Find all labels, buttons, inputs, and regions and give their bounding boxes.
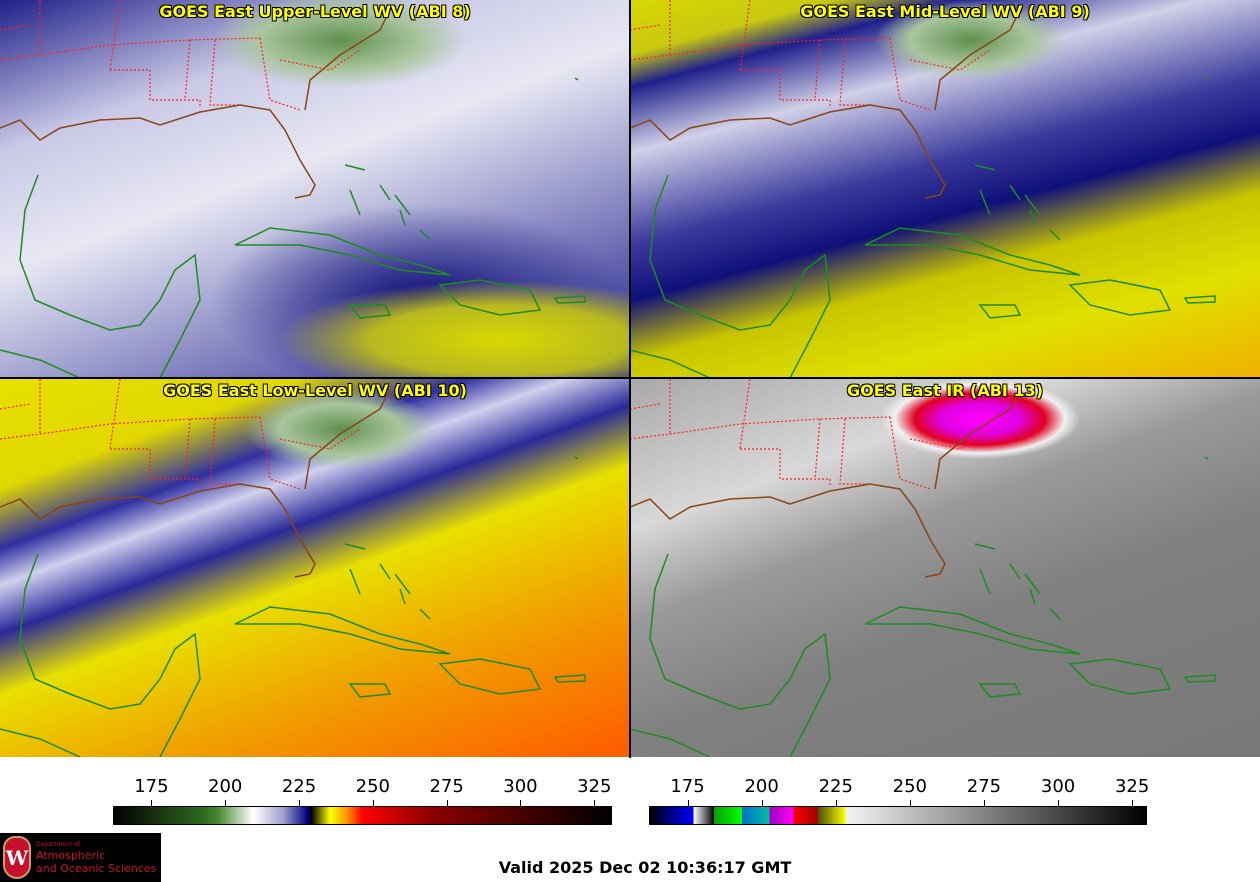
- map-overlay: [0, 379, 586, 757]
- colorbar-tick-label: 225: [818, 776, 853, 797]
- panel-ir: GOES East IR (ABI 13): [630, 379, 1260, 757]
- map-overlay: [630, 0, 1216, 378]
- colorbar-tick: [983, 800, 985, 806]
- logo-line-1: Department of: [36, 841, 80, 848]
- map-overlay: [630, 379, 1216, 757]
- panel-divider-vertical: [629, 0, 631, 758]
- colorbar-tick: [761, 800, 763, 806]
- colorbar-tick: [835, 800, 837, 806]
- logo-line-3: and Oceanic Sciences: [36, 862, 157, 875]
- panel-title: GOES East Upper-Level WV (ABI 8): [159, 2, 471, 21]
- colorbar-tick-label: 325: [577, 776, 612, 797]
- panel-title: GOES East Mid-Level WV (ABI 9): [800, 2, 1090, 21]
- colorbar-tick: [594, 800, 596, 806]
- colorbar-tick-label: 300: [503, 776, 538, 797]
- colorbar-tick: [1132, 800, 1134, 806]
- colorbar-tick-label: 200: [744, 776, 779, 797]
- colorbar-tick-label: 225: [281, 776, 317, 797]
- colorbar-tick-label: 275: [429, 776, 464, 797]
- colorbar-tick: [299, 800, 301, 806]
- panel-divider-horizontal: [0, 377, 1260, 379]
- colorbar-tick: [909, 800, 911, 806]
- valid-time: Valid 2025 Dec 02 10:36:17 GMT: [498, 858, 792, 877]
- colorbar-tick-label: 250: [892, 776, 928, 797]
- colorbar-tick-label: 175: [134, 776, 169, 797]
- panel-title: GOES East IR (ABI 13): [846, 381, 1044, 400]
- panel-upper-level-wv: GOES East Upper-Level WV (ABI 8): [0, 0, 630, 378]
- panel-mid-level-wv: GOES East Mid-Level WV (ABI 9): [630, 0, 1260, 378]
- logo-line-2: Atmospheric: [36, 849, 106, 862]
- panel-title: GOES East Low-Level WV (ABI 10): [163, 381, 467, 400]
- panel-low-level-wv: GOES East Low-Level WV (ABI 10): [0, 379, 630, 757]
- colorbar-tick-label: 175: [670, 776, 705, 797]
- colorbar-tick: [520, 800, 522, 806]
- colorbar-tick: [372, 800, 374, 806]
- colorbar-tick-label: 275: [966, 776, 1002, 797]
- colorbar-tick-label: 300: [1040, 776, 1076, 797]
- map-overlay: [0, 0, 586, 378]
- colorbar-tick: [687, 800, 689, 806]
- colorbar-tick-label: 325: [1114, 776, 1150, 797]
- colorbar-tick-label: 200: [208, 776, 243, 797]
- colorbar-tick: [151, 800, 153, 806]
- aos-logo: W Department of Atmospheric and Oceanic …: [0, 833, 161, 882]
- colorbar-infrared: [649, 806, 1147, 825]
- colorbar-tick-label: 250: [355, 776, 390, 797]
- colorbar-tick: [446, 800, 448, 806]
- colorbar-tick: [1058, 800, 1060, 806]
- uw-seal-icon: W: [3, 836, 31, 879]
- colorbar-tick: [225, 800, 227, 806]
- colorbar-water-vapor: [113, 806, 612, 825]
